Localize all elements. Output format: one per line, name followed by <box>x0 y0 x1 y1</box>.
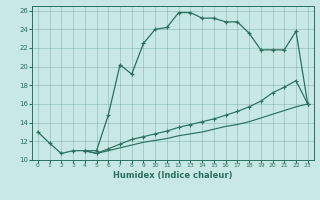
X-axis label: Humidex (Indice chaleur): Humidex (Indice chaleur) <box>113 171 233 180</box>
